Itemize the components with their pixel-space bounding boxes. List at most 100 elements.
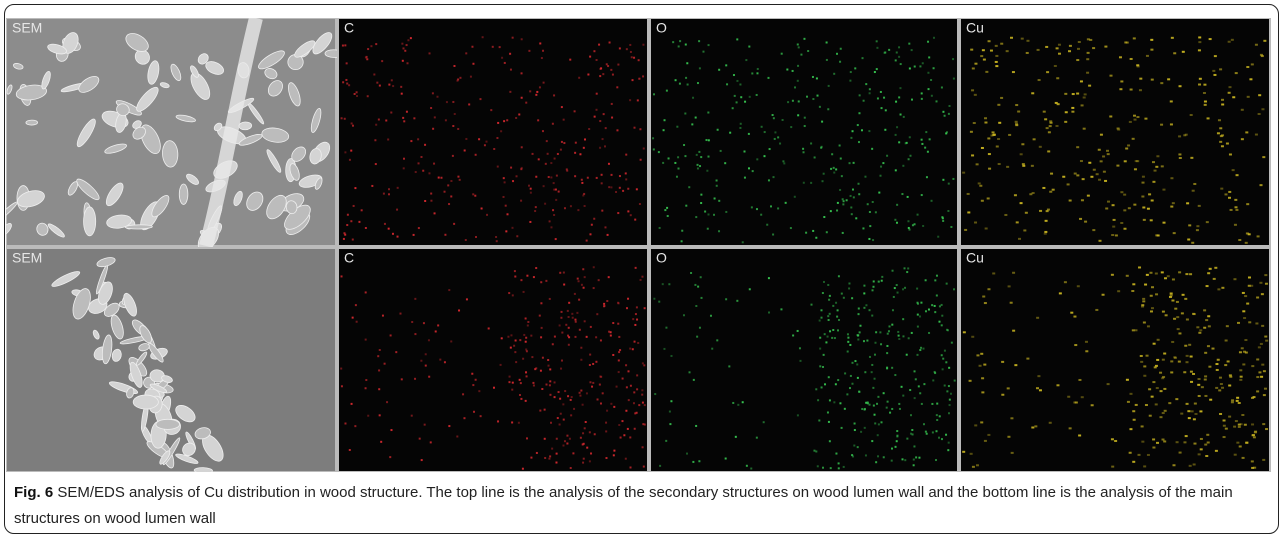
element-signal [456, 435, 458, 437]
element-signal [1151, 396, 1154, 398]
element-signal [525, 337, 527, 339]
element-signal [375, 124, 377, 126]
element-signal [822, 366, 824, 368]
element-signal [1193, 443, 1196, 445]
element-signal [1131, 290, 1134, 292]
element-signal [858, 391, 860, 393]
element-signal [599, 147, 601, 149]
element-signal [391, 79, 393, 81]
element-signal [772, 114, 774, 116]
element-signal [637, 99, 639, 101]
element-signal [863, 285, 865, 287]
element-signal [1261, 293, 1264, 295]
element-signal [1127, 144, 1130, 146]
element-signal [896, 440, 898, 442]
element-signal [587, 177, 589, 179]
element-signal [1255, 322, 1258, 324]
element-signal [1221, 145, 1224, 147]
element-signal [1078, 41, 1081, 43]
element-signal [639, 128, 641, 130]
element-signal [552, 123, 554, 125]
element-signal [1232, 96, 1235, 98]
element-signal [1087, 38, 1090, 40]
element-signal [633, 402, 635, 404]
element-signal [561, 106, 563, 108]
element-signal [1262, 423, 1265, 425]
element-signal [515, 117, 517, 119]
element-signal [1146, 274, 1149, 276]
element-signal [1240, 376, 1243, 378]
element-signal [867, 402, 869, 404]
element-signal [742, 241, 744, 243]
element-signal [641, 276, 643, 278]
element-signal [828, 376, 830, 378]
element-signal [589, 460, 591, 462]
element-signal [400, 86, 402, 88]
element-signal [668, 157, 670, 159]
element-signal [1188, 344, 1191, 346]
element-signal [586, 336, 588, 338]
element-signal [411, 321, 413, 323]
element-signal [594, 116, 596, 118]
element-signal [640, 159, 642, 161]
element-signal [1161, 439, 1164, 441]
element-signal [636, 374, 638, 376]
element-signal [583, 147, 585, 149]
element-signal [1217, 359, 1220, 361]
element-signal [1172, 202, 1175, 204]
element-signal [1197, 384, 1200, 386]
element-signal [465, 138, 467, 140]
element-signal [1141, 441, 1144, 443]
element-signal [829, 440, 831, 442]
element-signal [1111, 274, 1114, 276]
element-signal [911, 332, 913, 334]
element-signal [964, 229, 967, 231]
element-signal [526, 350, 528, 352]
element-signal [352, 239, 354, 241]
element-signal [679, 83, 681, 85]
element-signal [553, 182, 555, 184]
element-signal [606, 63, 608, 65]
element-signal [876, 68, 878, 70]
element-signal [1265, 428, 1268, 430]
element-signal [947, 210, 949, 212]
element-signal [608, 331, 610, 333]
element-signal [900, 114, 902, 116]
element-signal [1092, 229, 1095, 231]
element-signal [486, 214, 488, 216]
element-signal [380, 441, 382, 443]
element-signal [365, 387, 367, 389]
element-signal [896, 284, 898, 286]
element-signal [384, 223, 386, 225]
element-signal [574, 336, 576, 338]
element-signal [501, 57, 503, 59]
element-signal [1251, 460, 1254, 462]
element-signal [500, 130, 502, 132]
element-signal [1194, 413, 1197, 415]
element-signal [797, 114, 799, 116]
element-signal [346, 224, 348, 226]
element-signal [850, 375, 852, 377]
element-signal [1186, 318, 1189, 320]
element-signal [875, 461, 877, 463]
element-signal [917, 314, 919, 316]
element-signal [522, 358, 524, 360]
element-signal [1150, 49, 1153, 51]
element-signal [872, 289, 874, 291]
element-signal [556, 453, 558, 455]
element-signal [352, 125, 354, 127]
element-signal [804, 117, 806, 119]
panel-label: Cu [966, 19, 984, 35]
element-signal [613, 454, 615, 456]
element-signal [909, 67, 911, 69]
element-signal [691, 123, 693, 125]
element-signal [1198, 49, 1201, 51]
element-signal [936, 430, 938, 432]
element-signal [1157, 234, 1160, 236]
element-signal [745, 59, 747, 61]
element-signal [700, 194, 702, 196]
element-signal [637, 342, 639, 344]
element-signal [521, 72, 523, 74]
element-signal [662, 162, 664, 164]
element-signal [1026, 358, 1029, 360]
